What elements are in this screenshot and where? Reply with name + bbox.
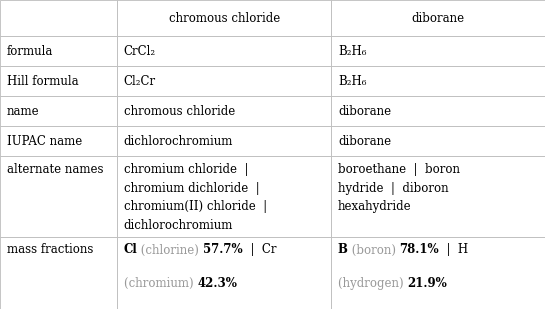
Bar [331,156,545,237]
Bar [0,66,117,96]
Bar [331,36,545,66]
Text: diborane: diborane [338,105,391,118]
Text: CrCl₂: CrCl₂ [124,45,156,58]
Text: diborane: diborane [338,135,391,148]
Text: chromous chloride: chromous chloride [168,12,280,25]
Text: chromous chloride: chromous chloride [124,105,235,118]
Bar [117,36,331,66]
Bar [331,0,545,36]
Text: boroethane  |  boron
hydride  |  diboron
hexahydride: boroethane | boron hydride | diboron hex… [338,163,460,213]
Text: B₂H₆: B₂H₆ [338,75,366,88]
Bar [331,66,545,96]
Bar [117,66,331,96]
Bar [0,126,117,156]
Text: IUPAC name: IUPAC name [7,135,82,148]
Text: 21.9%: 21.9% [407,277,447,290]
Text: Hill formula: Hill formula [7,75,78,88]
Bar [117,96,331,126]
Bar [0,237,117,309]
Text: chromium chloride  |
chromium dichloride  |
chromium(II) chloride  |
dichlorochr: chromium chloride | chromium dichloride … [124,163,267,232]
Text: B₂H₆: B₂H₆ [338,45,366,58]
Bar [0,156,117,237]
Bar [331,96,545,126]
Text: |  H: | H [439,243,468,256]
Bar [331,126,545,156]
Text: Cl₂Cr: Cl₂Cr [124,75,156,88]
Bar [117,126,331,156]
Text: 57.7%: 57.7% [203,243,243,256]
Bar [117,237,331,309]
Bar [331,237,545,309]
Text: |  Cr: | Cr [243,243,276,256]
Text: Cl: Cl [124,243,137,256]
Text: formula: formula [7,45,53,58]
Text: (chlorine): (chlorine) [137,243,203,256]
Bar [117,0,331,36]
Text: diborane: diborane [411,12,465,25]
Text: 42.3%: 42.3% [197,277,237,290]
Bar [117,156,331,237]
Text: (boron): (boron) [348,243,399,256]
Text: mass fractions: mass fractions [7,243,93,256]
Text: B: B [338,243,348,256]
Bar [0,36,117,66]
Text: (chromium): (chromium) [124,277,197,290]
Bar [0,0,117,36]
Text: dichlorochromium: dichlorochromium [124,135,233,148]
Text: alternate names: alternate names [7,163,103,176]
Text: 78.1%: 78.1% [399,243,439,256]
Text: name: name [7,105,39,118]
Bar [0,96,117,126]
Text: (hydrogen): (hydrogen) [338,277,407,290]
